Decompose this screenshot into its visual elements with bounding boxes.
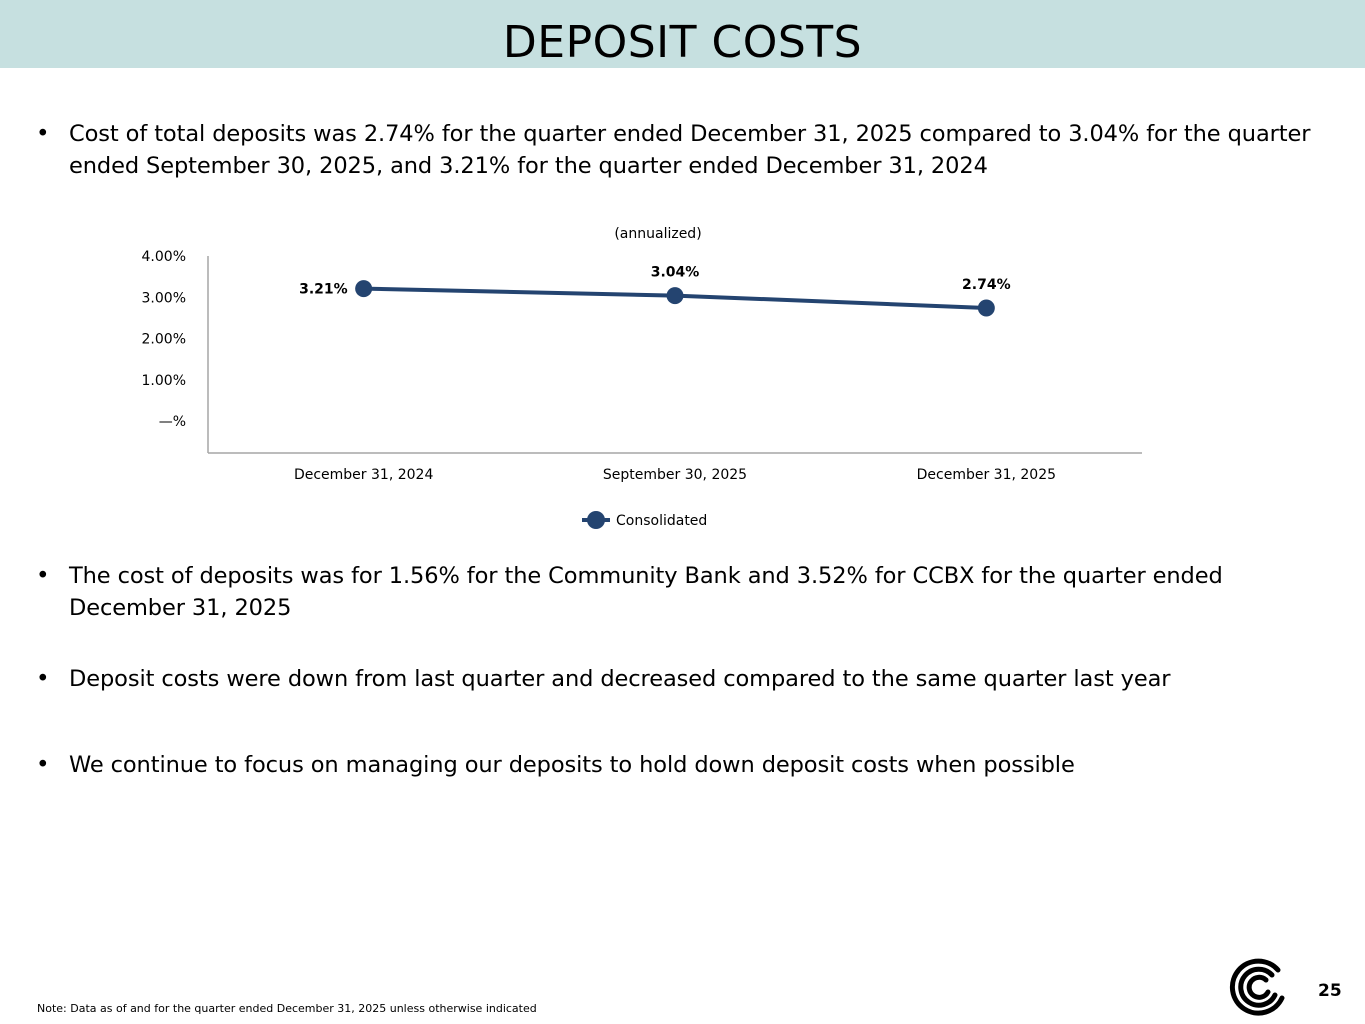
- data-point: [977, 299, 995, 317]
- series-point-labels: 3.21% 3.04% 2.74%: [299, 265, 1011, 298]
- data-label: 3.04%: [651, 265, 700, 281]
- y-tick-label: 2.00%: [142, 332, 186, 348]
- data-label: 3.21%: [299, 282, 348, 298]
- legend-label-consolidated: Consolidated: [616, 513, 707, 529]
- x-axis-ticks: December 31, 2024 September 30, 2025 Decem…: [294, 467, 1056, 483]
- bullet-dot: •: [36, 563, 50, 589]
- slide-title: DEPOSIT COSTS: [502, 17, 863, 68]
- data-label: 2.74%: [962, 277, 1011, 293]
- company-logo-icon: [1229, 958, 1285, 1016]
- bullet-dot: •: [36, 752, 50, 778]
- page-number: 25: [1318, 981, 1342, 1001]
- bullet-text: The cost of deposits was for 1.56% for t…: [69, 563, 1223, 621]
- legend-marker: [587, 511, 605, 529]
- slide-header: DEPOSIT COSTS: [0, 0, 1365, 68]
- x-tick-label: December 31, 2024: [294, 467, 433, 483]
- y-tick-label: 3.00%: [142, 290, 186, 306]
- x-tick-label: December 31, 2025: [917, 467, 1056, 483]
- y-tick-label: 4.00%: [142, 249, 186, 265]
- bullet-dot: •: [36, 666, 50, 692]
- bullet-text: We continue to focus on managing our dep…: [69, 752, 1075, 778]
- legend: Consolidated: [582, 511, 707, 529]
- bullet-dot: •: [36, 121, 50, 147]
- bullet-text: Deposit costs were down from last quarte…: [69, 666, 1171, 692]
- bullet-text: Cost of total deposits was 2.74% for the…: [69, 121, 1311, 179]
- deposit-cost-chart: (annualized) —% 1.00% 2.00% 3.00% 4.00% Dece…: [0, 210, 1365, 540]
- data-point: [355, 280, 373, 298]
- y-axis-ticks: —% 1.00% 2.00% 3.00% 4.00%: [142, 249, 186, 430]
- chart-title: (annualized): [614, 226, 701, 242]
- chart-svg: (annualized) —% 1.00% 2.00% 3.00% 4.00% Dece…: [142, 226, 1142, 529]
- y-tick-label: 1.00%: [142, 373, 186, 389]
- x-tick-label: September 30, 2025: [603, 467, 747, 483]
- y-tick-label: —%: [159, 414, 186, 430]
- footnote: Note: Data as of and for the quarter end…: [37, 1002, 537, 1015]
- data-point: [666, 287, 684, 305]
- series-points: [355, 280, 995, 317]
